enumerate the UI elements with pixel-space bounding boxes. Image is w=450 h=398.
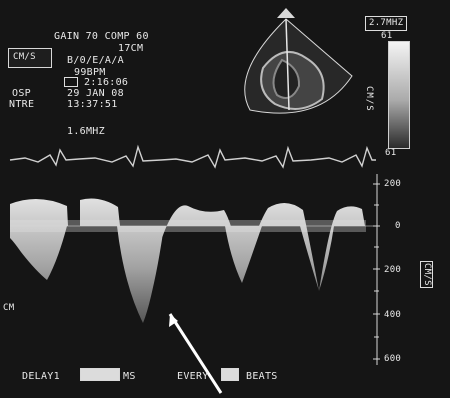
hospital-line-2: NTRE [9, 99, 35, 110]
pointer-arrow-head [169, 314, 178, 327]
delay-unit: MS [123, 371, 136, 382]
frequency-left-text: 1.6MHZ [67, 126, 105, 137]
scale-bottom-value: 61 [385, 148, 397, 158]
doppler-noise-band [10, 220, 366, 232]
axis-tick-400: 400 [384, 310, 402, 320]
time-text: 2:16:06 [84, 77, 129, 88]
probe-marker [277, 8, 295, 18]
every-label: EVERY [177, 371, 209, 382]
top-left-label-box [8, 48, 52, 68]
pointer-arrow-line [168, 313, 223, 394]
axis-tick-200-bottom: 200 [384, 265, 402, 275]
beats-value-box [221, 368, 239, 381]
doppler-spectrum [10, 198, 365, 323]
axis-tick-600: 600 [384, 354, 402, 364]
sample-line [285, 18, 290, 111]
scale-top-value: 61 [381, 31, 393, 41]
delay-label: DELAY1 [22, 371, 60, 382]
velocity-scale-bar [388, 41, 410, 149]
gain-comp-text: GAIN 70 COMP 60 [54, 31, 149, 42]
right-unit-label: CM/S [420, 261, 433, 288]
date-text: 29 JAN 08 [67, 88, 124, 99]
mode-settings-text: B/0/E/A/A [67, 55, 124, 66]
top-left-label: CM/S [13, 52, 36, 62]
clock-icon [64, 77, 78, 87]
beats-label: BEATS [246, 371, 278, 382]
clock-text: 13:37:51 [67, 99, 118, 110]
axis-tick-200-top: 200 [384, 179, 402, 189]
left-unit-label: CM [3, 303, 15, 313]
heart-rate-text: 99BPM [74, 67, 106, 78]
hospital-line-1: OSP [12, 88, 31, 99]
heart-chamber [272, 58, 301, 99]
ecg-trace [9, 144, 376, 169]
axis-tick-0: 0 [395, 221, 401, 231]
frequency-right-text: 2.7MHZ [365, 16, 408, 31]
scale-unit-text: CM/S [364, 86, 374, 112]
delay-value-box [80, 368, 120, 381]
axis-tick-marks [373, 183, 380, 360]
depth-text: 17CM [118, 43, 144, 54]
